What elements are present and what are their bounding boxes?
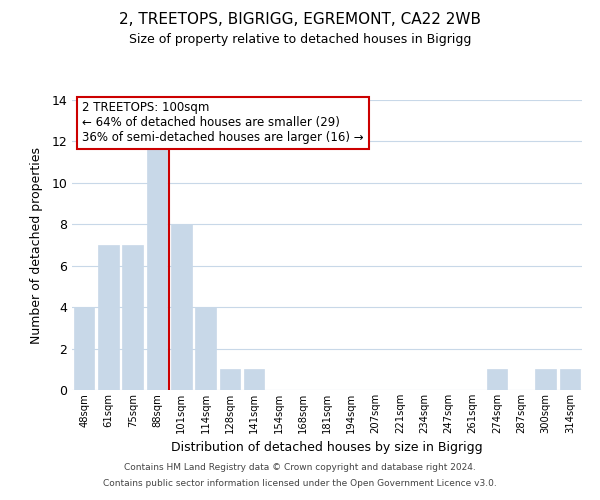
Bar xyxy=(146,142,167,390)
Bar xyxy=(98,245,119,390)
Text: Size of property relative to detached houses in Bigrigg: Size of property relative to detached ho… xyxy=(129,32,471,46)
Y-axis label: Number of detached properties: Number of detached properties xyxy=(30,146,43,344)
Text: Contains public sector information licensed under the Open Government Licence v3: Contains public sector information licen… xyxy=(103,478,497,488)
Bar xyxy=(195,307,216,390)
Bar xyxy=(560,370,580,390)
Bar xyxy=(171,224,191,390)
Text: 2, TREETOPS, BIGRIGG, EGREMONT, CA22 2WB: 2, TREETOPS, BIGRIGG, EGREMONT, CA22 2WB xyxy=(119,12,481,28)
Bar xyxy=(74,307,94,390)
Bar xyxy=(122,245,143,390)
Bar xyxy=(535,370,556,390)
X-axis label: Distribution of detached houses by size in Bigrigg: Distribution of detached houses by size … xyxy=(171,442,483,454)
Text: Contains HM Land Registry data © Crown copyright and database right 2024.: Contains HM Land Registry data © Crown c… xyxy=(124,464,476,472)
Text: 2 TREETOPS: 100sqm
← 64% of detached houses are smaller (29)
36% of semi-detache: 2 TREETOPS: 100sqm ← 64% of detached hou… xyxy=(82,102,364,144)
Bar xyxy=(220,370,240,390)
Bar xyxy=(244,370,265,390)
Bar xyxy=(487,370,508,390)
